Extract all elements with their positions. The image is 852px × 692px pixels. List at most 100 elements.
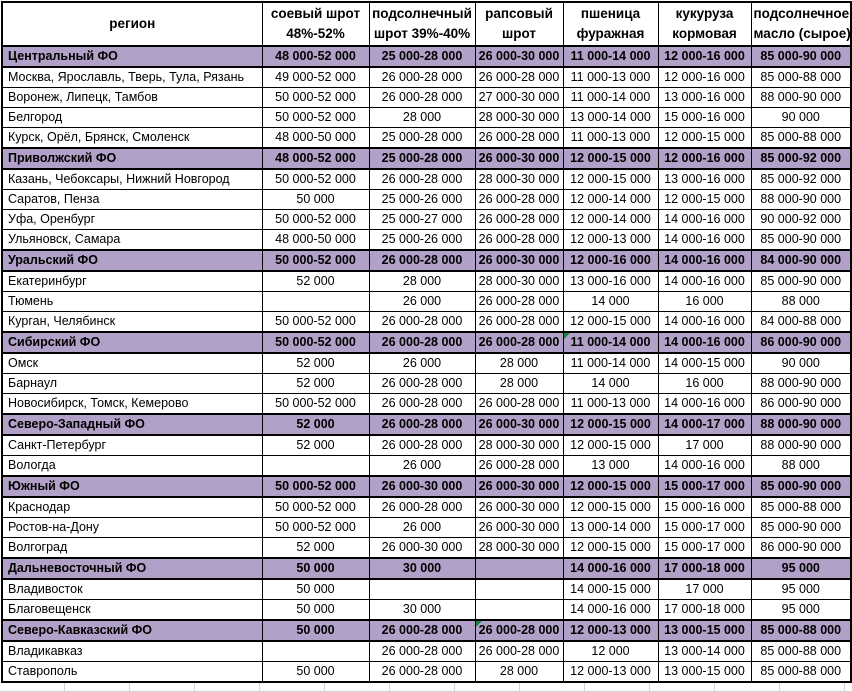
price-cell[interactable]: 25 000-28 000 [368, 45, 476, 68]
price-cell[interactable]: 13 000-14 000 [562, 107, 659, 128]
price-cell[interactable]: 50 000-52 000 [261, 107, 370, 128]
price-cell[interactable]: 14 000-16 000 [657, 331, 752, 354]
price-cell[interactable] [261, 291, 370, 312]
region-cell[interactable]: Владикавказ [1, 640, 263, 662]
price-cell[interactable]: 52 000 [261, 270, 370, 292]
price-cell[interactable]: 26 000-28 000 [368, 87, 476, 108]
price-cell[interactable]: 50 000-52 000 [261, 168, 370, 190]
price-cell[interactable]: 14 000-17 000 [657, 413, 752, 436]
price-cell[interactable]: 26 000-28 000 [474, 619, 564, 642]
price-cell[interactable]: 48 000-52 000 [261, 147, 370, 170]
price-cell[interactable]: 26 000-28 000 [474, 66, 564, 88]
price-cell[interactable]: 26 000-28 000 [368, 249, 476, 272]
column-header-soy-meal[interactable]: соевый шрот 48%-52% [261, 1, 370, 47]
region-cell[interactable]: Казань, Чебоксары, Нижний Новгород [1, 168, 263, 190]
price-cell[interactable]: 28 000-30 000 [474, 434, 564, 456]
price-cell[interactable]: 26 000-28 000 [368, 331, 476, 354]
price-cell[interactable] [368, 578, 476, 600]
region-cell[interactable]: Волгоград [1, 537, 263, 559]
price-cell[interactable]: 26 000-28 000 [368, 640, 476, 662]
price-cell[interactable]: 26 000 [368, 291, 476, 312]
price-cell[interactable]: 12 000-15 000 [562, 168, 659, 190]
price-cell[interactable]: 14 000-16 000 [657, 393, 752, 415]
price-cell[interactable]: 50 000 [261, 189, 370, 210]
region-cell[interactable]: Курган, Челябинск [1, 311, 263, 333]
price-cell[interactable]: 48 000-52 000 [261, 45, 370, 68]
price-cell[interactable]: 26 000-30 000 [474, 496, 564, 518]
price-cell[interactable]: 26 000-28 000 [474, 393, 564, 415]
price-cell[interactable]: 88 000-90 000 [750, 434, 852, 456]
price-cell[interactable]: 15 000-17 000 [657, 517, 752, 538]
price-cell[interactable]: 50 000 [261, 578, 370, 600]
region-cell[interactable]: Северо-Западный ФО [1, 413, 263, 436]
price-cell[interactable]: 84 000-90 000 [750, 249, 852, 272]
price-cell[interactable]: 50 000-52 000 [261, 331, 370, 354]
price-cell[interactable]: 13 000 [562, 455, 659, 477]
price-cell[interactable]: 26 000 [368, 455, 476, 477]
price-cell[interactable]: 12 000-16 000 [562, 249, 659, 272]
price-cell[interactable]: 26 000-28 000 [368, 168, 476, 190]
price-cell[interactable]: 86 000-90 000 [750, 393, 852, 415]
region-cell[interactable]: Уральский ФО [1, 249, 263, 272]
region-cell[interactable]: Санкт-Петербург [1, 434, 263, 456]
region-cell[interactable]: Екатеринбург [1, 270, 263, 292]
region-cell[interactable]: Ульяновск, Самара [1, 229, 263, 251]
price-cell[interactable]: 12 000-15 000 [562, 537, 659, 559]
price-cell[interactable]: 26 000-28 000 [474, 640, 564, 662]
region-cell[interactable]: Новосибирск, Томск, Кемерово [1, 393, 263, 415]
price-cell[interactable]: 12 000-15 000 [562, 496, 659, 518]
price-cell[interactable]: 11 000-14 000 [562, 352, 659, 374]
price-cell[interactable]: 50 000 [261, 557, 370, 580]
price-cell[interactable]: 14 000-16 000 [657, 229, 752, 251]
region-cell[interactable]: Москва, Ярославль, Тверь, Тула, Рязань [1, 66, 263, 88]
price-cell[interactable]: 95 000 [750, 599, 852, 621]
price-cell[interactable]: 86 000-90 000 [750, 537, 852, 559]
price-cell[interactable]: 11 000-14 000 [562, 45, 659, 68]
price-cell[interactable]: 11 000-13 000 [562, 393, 659, 415]
region-cell[interactable]: Приволжский ФО [1, 147, 263, 170]
region-cell[interactable]: Сибирский ФО [1, 331, 263, 354]
price-cell[interactable]: 26 000-28 000 [368, 393, 476, 415]
price-cell[interactable]: 48 000-50 000 [261, 229, 370, 251]
price-cell[interactable]: 12 000-16 000 [657, 147, 752, 170]
price-cell[interactable]: 26 000-30 000 [474, 147, 564, 170]
price-cell[interactable]: 14 000-16 000 [657, 311, 752, 333]
region-cell[interactable]: Воронеж, Липецк, Тамбов [1, 87, 263, 108]
price-cell[interactable]: 26 000-30 000 [474, 45, 564, 68]
price-cell[interactable]: 28 000-30 000 [474, 107, 564, 128]
price-cell[interactable]: 26 000 [368, 352, 476, 374]
price-cell[interactable]: 14 000 [562, 373, 659, 394]
price-cell[interactable]: 26 000-28 000 [474, 229, 564, 251]
price-cell[interactable]: 95 000 [750, 578, 852, 600]
price-cell[interactable]: 25 000-28 000 [368, 127, 476, 149]
price-cell[interactable]: 12 000-13 000 [562, 661, 659, 683]
price-cell[interactable]: 12 000-16 000 [657, 66, 752, 88]
price-cell[interactable]: 85 000-88 000 [750, 640, 852, 662]
price-cell[interactable]: 52 000 [261, 413, 370, 436]
price-cell[interactable]: 13 000-16 000 [657, 87, 752, 108]
price-cell[interactable]: 85 000-90 000 [750, 45, 852, 68]
price-cell[interactable]: 14 000-16 000 [657, 209, 752, 230]
price-cell[interactable]: 26 000-30 000 [368, 475, 476, 498]
price-cell[interactable]: 26 000-28 000 [474, 189, 564, 210]
price-cell[interactable]: 50 000-52 000 [261, 475, 370, 498]
price-cell[interactable]: 11 000-13 000 [562, 66, 659, 88]
price-cell[interactable] [474, 578, 564, 600]
price-cell[interactable]: 50 000-52 000 [261, 311, 370, 333]
price-cell[interactable]: 17 000-18 000 [657, 599, 752, 621]
price-cell[interactable]: 85 000-88 000 [750, 127, 852, 149]
price-cell[interactable]: 12 000-14 000 [562, 189, 659, 210]
price-cell[interactable] [474, 599, 564, 621]
price-cell[interactable]: 11 000-14 000 [562, 87, 659, 108]
price-cell[interactable]: 26 000-28 000 [368, 66, 476, 88]
region-cell[interactable]: Омск [1, 352, 263, 374]
price-cell[interactable]: 48 000-50 000 [261, 127, 370, 149]
price-cell[interactable]: 13 000-16 000 [657, 168, 752, 190]
price-cell[interactable]: 16 000 [657, 291, 752, 312]
price-cell[interactable]: 28 000 [474, 373, 564, 394]
column-header-feed-corn[interactable]: кукуруза кормовая [657, 1, 752, 47]
price-cell[interactable]: 28 000 [368, 107, 476, 128]
price-cell[interactable]: 88 000-90 000 [750, 189, 852, 210]
price-cell[interactable]: 12 000-15 000 [562, 434, 659, 456]
region-cell[interactable]: Саратов, Пенза [1, 189, 263, 210]
